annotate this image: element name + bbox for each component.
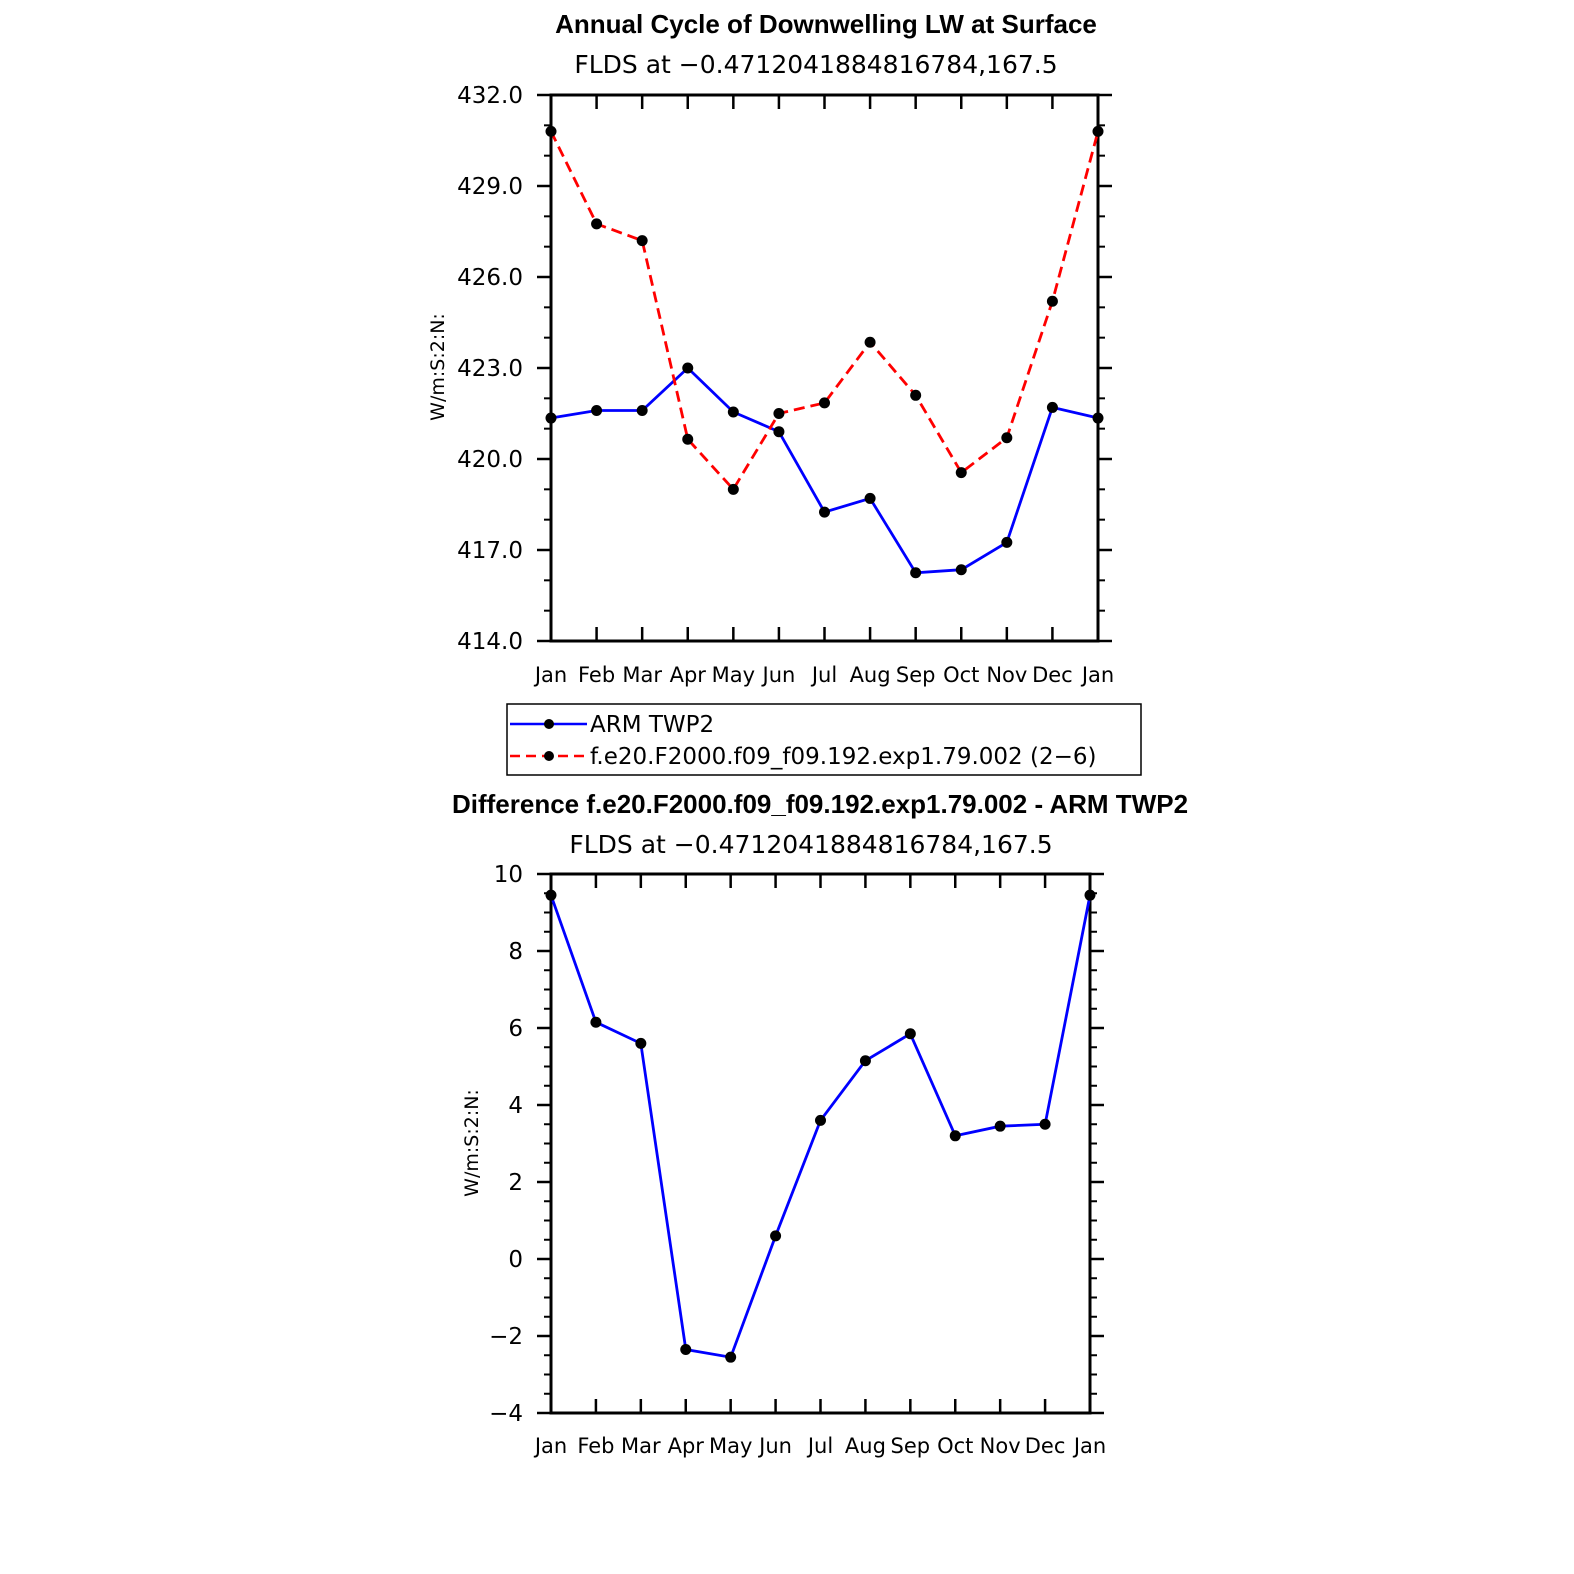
y-axis-title: W/m:S:2:N: bbox=[427, 313, 449, 421]
x-tick-label: May bbox=[709, 1434, 752, 1458]
data-point bbox=[819, 397, 830, 409]
data-point bbox=[635, 1037, 647, 1049]
x-tick-label: Dec bbox=[1025, 1434, 1066, 1458]
data-point bbox=[636, 404, 648, 416]
data-point bbox=[591, 404, 603, 416]
chart-subtitle: FLDS at −0.4712041884816784,167.5 bbox=[574, 50, 1057, 79]
data-point bbox=[590, 1016, 602, 1028]
data-point bbox=[1001, 536, 1013, 548]
data-point bbox=[1001, 432, 1013, 444]
x-tick-label: Oct bbox=[943, 663, 979, 687]
x-tick-label: Aug bbox=[850, 663, 891, 687]
x-tick-label: Apr bbox=[670, 663, 707, 687]
y-tick-label: 2 bbox=[508, 1170, 523, 1196]
y-tick-label: 6 bbox=[508, 1016, 523, 1042]
x-tick-label: Feb bbox=[577, 1434, 614, 1458]
x-tick-label: May bbox=[712, 663, 755, 687]
data-point bbox=[1039, 1118, 1051, 1130]
y-tick-label: 8 bbox=[508, 939, 523, 965]
data-point bbox=[904, 1028, 916, 1040]
data-point bbox=[819, 506, 830, 518]
data-point bbox=[1084, 889, 1096, 901]
y-tick-label: −2 bbox=[489, 1324, 523, 1350]
annual-cycle-chart: Annual Cycle of Downwelling LW at Surfac… bbox=[427, 9, 1142, 776]
x-tick-label: Jul bbox=[806, 1434, 833, 1458]
data-point bbox=[994, 1120, 1006, 1132]
data-point bbox=[727, 483, 739, 495]
y-tick-label: 432.0 bbox=[457, 83, 523, 109]
x-tick-label: Apr bbox=[668, 1434, 705, 1458]
data-point bbox=[545, 412, 557, 424]
x-tick-label: Jun bbox=[761, 663, 796, 687]
plot-frame bbox=[549, 872, 1092, 1415]
legend: ARM TWP2 f.e20.F2000.f09_f09.192.exp1.79… bbox=[506, 703, 1142, 776]
x-tick-label: Aug bbox=[845, 1434, 886, 1458]
y-tick-label: 417.0 bbox=[457, 538, 523, 564]
data-point bbox=[955, 467, 967, 479]
difference-chart: Difference f.e20.F2000.f09_f09.192.exp1.… bbox=[452, 789, 1188, 1458]
data-point bbox=[545, 889, 557, 901]
y-tick-label: 0 bbox=[508, 1247, 523, 1273]
data-point bbox=[864, 336, 876, 348]
y-tick-label: 426.0 bbox=[457, 265, 523, 291]
x-tick-label: Jan bbox=[1080, 663, 1114, 687]
y-tick-label: 414.0 bbox=[457, 629, 523, 655]
x-tick-label: Sep bbox=[896, 663, 936, 687]
x-tick-label: Sep bbox=[891, 1434, 931, 1458]
data-point bbox=[636, 235, 648, 247]
legend-label-model: f.e20.F2000.f09_f09.192.exp1.79.002 (2−6… bbox=[590, 744, 1096, 770]
series-line bbox=[549, 130, 1100, 492]
data-point bbox=[949, 1130, 961, 1142]
data-point bbox=[770, 1230, 782, 1242]
y-tick-label: −4 bbox=[489, 1401, 523, 1427]
x-tick-label: Jan bbox=[533, 663, 567, 687]
data-point bbox=[545, 125, 557, 137]
data-point bbox=[910, 389, 922, 401]
legend-marker-model bbox=[544, 751, 554, 761]
data-point bbox=[773, 408, 785, 419]
data-point bbox=[1092, 412, 1104, 424]
data-point bbox=[1046, 295, 1058, 307]
data-point bbox=[725, 1351, 737, 1363]
y-tick-label: 423.0 bbox=[457, 356, 523, 382]
legend-label-arm-twp2: ARM TWP2 bbox=[590, 712, 714, 738]
data-point bbox=[682, 362, 694, 374]
data-point bbox=[727, 406, 739, 418]
x-tick-label: Nov bbox=[980, 1434, 1021, 1458]
data-point bbox=[680, 1343, 692, 1355]
data-point bbox=[955, 564, 967, 576]
x-tick-label: Mar bbox=[621, 1434, 661, 1458]
data-point bbox=[910, 567, 922, 579]
x-tick-label: Jul bbox=[810, 663, 837, 687]
data-point bbox=[682, 433, 694, 445]
data-point bbox=[1092, 125, 1104, 137]
chart-title: Difference f.e20.F2000.f09_f09.192.exp1.… bbox=[452, 789, 1188, 819]
y-tick-label: 420.0 bbox=[457, 447, 523, 473]
data-point bbox=[773, 426, 785, 438]
x-tick-label: Nov bbox=[986, 663, 1027, 687]
x-tick-label: Jan bbox=[1072, 1434, 1106, 1458]
y-tick-label: 10 bbox=[494, 862, 523, 888]
data-point bbox=[591, 218, 603, 230]
x-tick-label: Jan bbox=[533, 1434, 567, 1458]
legend-marker-arm-twp2 bbox=[544, 719, 554, 729]
y-tick-label: 4 bbox=[508, 1093, 523, 1119]
chart-title: Annual Cycle of Downwelling LW at Surfac… bbox=[555, 9, 1097, 39]
data-point bbox=[859, 1055, 871, 1067]
x-tick-label: Feb bbox=[578, 663, 615, 687]
legend-box bbox=[506, 703, 1142, 776]
chart-subtitle: FLDS at −0.4712041884816784,167.5 bbox=[569, 830, 1052, 859]
x-tick-label: Oct bbox=[937, 1434, 973, 1458]
y-tick-label: 429.0 bbox=[457, 174, 523, 200]
data-point bbox=[864, 492, 876, 504]
x-tick-label: Mar bbox=[622, 663, 662, 687]
x-tick-label: Jun bbox=[757, 1434, 792, 1458]
x-tick-label: Dec bbox=[1032, 663, 1073, 687]
series-line bbox=[549, 894, 1092, 1359]
data-point bbox=[815, 1114, 826, 1126]
y-axis-title: W/m:S:2:N: bbox=[461, 1089, 483, 1197]
data-point bbox=[1046, 401, 1058, 413]
plot-frame bbox=[549, 93, 1100, 643]
